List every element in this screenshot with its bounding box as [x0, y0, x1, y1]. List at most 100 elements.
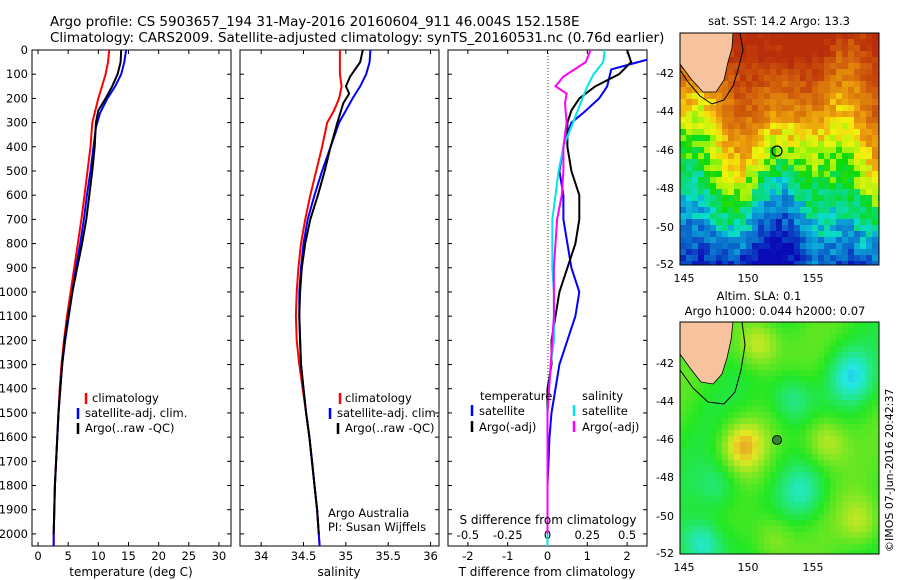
sla-cell — [728, 460, 734, 466]
sst-cell — [680, 99, 686, 105]
sla-map-title-1: Altim. SLA: 0.1 — [717, 289, 802, 303]
sla-cell — [788, 544, 794, 550]
sst-cell — [740, 129, 746, 135]
sla-cell — [824, 346, 830, 352]
sst-cell — [812, 39, 818, 45]
sst-cell — [776, 213, 782, 219]
sst-cell — [866, 255, 872, 261]
sla-cell — [860, 382, 866, 388]
sla-cell — [800, 436, 806, 442]
sla-cell — [848, 388, 854, 394]
lat-tick: -46 — [656, 433, 674, 446]
sst-cell — [740, 255, 746, 261]
sla-cell — [866, 484, 872, 490]
sst-cell — [704, 237, 710, 243]
sst-cell — [854, 63, 860, 69]
sst-cell — [764, 135, 770, 141]
sla-cell — [686, 514, 692, 520]
sst-cell — [716, 159, 722, 165]
sst-cell — [716, 129, 722, 135]
sla-cell — [794, 502, 800, 508]
sst-cell — [740, 57, 746, 63]
sla-cell — [848, 466, 854, 472]
sla-cell — [866, 538, 872, 544]
sst-cell — [734, 165, 740, 171]
sst-cell — [716, 195, 722, 201]
sst-cell — [788, 195, 794, 201]
sla-cell — [824, 460, 830, 466]
sla-cell — [872, 478, 878, 484]
sst-cell — [830, 111, 836, 117]
sst-cell — [818, 105, 824, 111]
sla-cell — [830, 472, 836, 478]
sst-cell — [788, 171, 794, 177]
sla-cell — [728, 490, 734, 496]
sla-cell — [830, 388, 836, 394]
sla-cell — [824, 370, 830, 376]
sst-cell — [758, 201, 764, 207]
sst-cell — [722, 177, 728, 183]
sla-cell — [824, 400, 830, 406]
sst-cell — [752, 231, 758, 237]
sla-cell — [734, 508, 740, 514]
sla-cell — [680, 502, 686, 508]
sst-cell — [824, 69, 830, 75]
sla-cell — [716, 376, 722, 382]
sla-cell — [734, 496, 740, 502]
sst-cell — [860, 51, 866, 57]
sst-cell — [758, 75, 764, 81]
sla-cell — [848, 484, 854, 490]
sst-cell — [704, 243, 710, 249]
sla-cell — [854, 490, 860, 496]
sst-cell — [686, 153, 692, 159]
sla-cell — [836, 400, 842, 406]
sst-cell — [854, 171, 860, 177]
lon-tick: 155 — [803, 272, 824, 285]
sla-cell — [770, 538, 776, 544]
sst-cell — [812, 105, 818, 111]
sst-cell — [722, 99, 728, 105]
temperature-tick-label: 30 — [212, 549, 227, 563]
sla-cell — [872, 526, 878, 532]
sst-cell — [782, 201, 788, 207]
sla-cell — [716, 424, 722, 430]
sla-cell — [692, 466, 698, 472]
sla-cell — [686, 502, 692, 508]
sst-cell — [818, 225, 824, 231]
sla-cell — [680, 412, 686, 418]
sla-cell — [824, 334, 830, 340]
sst-cell — [854, 189, 860, 195]
sla-cell — [830, 520, 836, 526]
sst-cell — [692, 105, 698, 111]
sla-cell — [746, 454, 752, 460]
sla-cell — [872, 322, 878, 328]
sst-cell — [800, 81, 806, 87]
sst-cell — [746, 213, 752, 219]
sst-cell — [734, 189, 740, 195]
sla-cell — [830, 328, 836, 334]
sla-cell — [836, 358, 842, 364]
sla-cell — [788, 550, 794, 554]
sla-cell — [728, 520, 734, 526]
sst-cell — [716, 255, 722, 261]
sst-cell — [806, 99, 812, 105]
sla-cell — [872, 454, 878, 460]
sla-cell — [776, 490, 782, 496]
sla-cell — [872, 370, 878, 376]
sla-cell — [812, 448, 818, 454]
sst-cell — [698, 129, 704, 135]
sst-cell — [740, 93, 746, 99]
sst-cell — [752, 123, 758, 129]
sst-cell — [800, 45, 806, 51]
lat-tick: -46 — [656, 144, 674, 157]
sst-cell — [830, 201, 836, 207]
sst-cell — [740, 123, 746, 129]
sla-cell — [866, 370, 872, 376]
sst-cell — [818, 189, 824, 195]
sst-cell — [824, 231, 830, 237]
sst-cell — [842, 123, 848, 129]
sst-cell — [704, 93, 710, 99]
sst-cell — [686, 177, 692, 183]
sst-cell — [872, 201, 878, 207]
temperature-profiles — [52, 50, 128, 546]
